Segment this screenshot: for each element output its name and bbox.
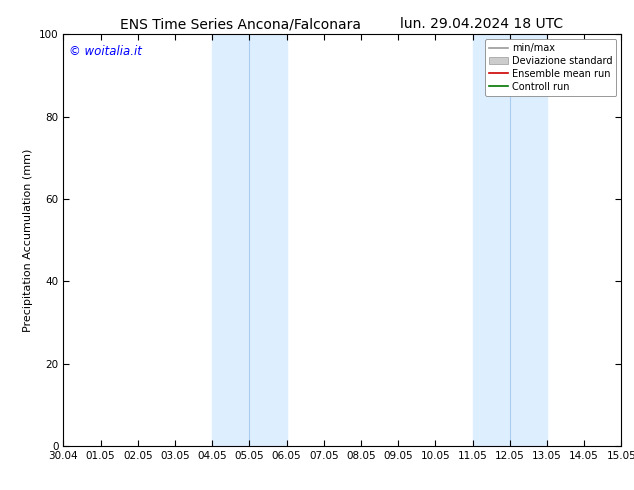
Bar — [212, 34, 287, 446]
Legend: min/max, Deviazione standard, Ensemble mean run, Controll run: min/max, Deviazione standard, Ensemble m… — [485, 39, 616, 96]
Text: © woitalia.it: © woitalia.it — [69, 45, 142, 58]
Text: ENS Time Series Ancona/Falconara: ENS Time Series Ancona/Falconara — [120, 17, 361, 31]
Bar — [472, 34, 547, 446]
Y-axis label: Precipitation Accumulation (mm): Precipitation Accumulation (mm) — [23, 148, 34, 332]
Text: lun. 29.04.2024 18 UTC: lun. 29.04.2024 18 UTC — [400, 17, 564, 31]
